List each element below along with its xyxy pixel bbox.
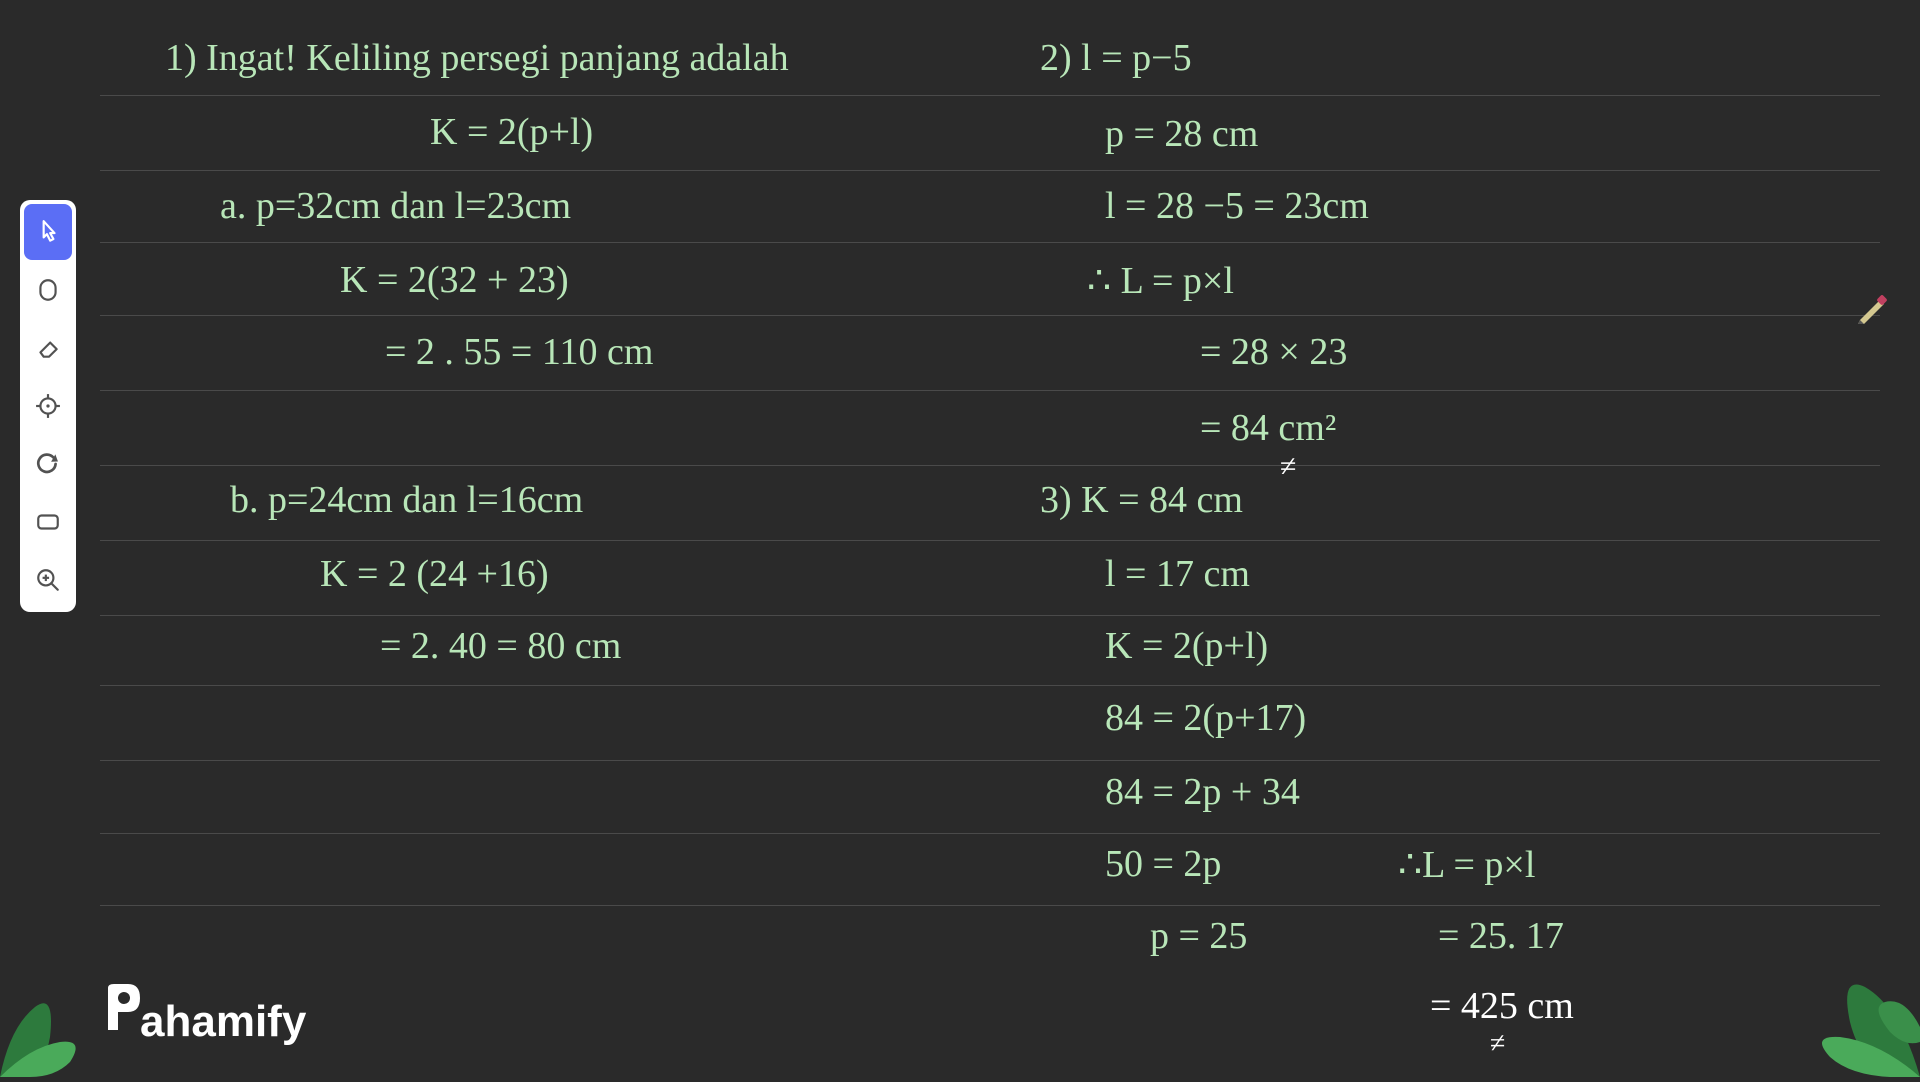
eraser-tool[interactable] [24, 320, 72, 376]
rectangle-icon [35, 509, 61, 535]
leaf-decoration-bottom-left [0, 967, 90, 1077]
p3-step3: 50 = 2p [1105, 842, 1221, 886]
undo-tool[interactable] [24, 436, 72, 492]
p1b-step1: K = 2 (24 +16) [320, 552, 549, 596]
p3-formula: K = 2(p+l) [1105, 624, 1268, 668]
p3-area-step2: = 425 cm [1430, 984, 1574, 1028]
p2-step2: = 84 cm² [1200, 406, 1336, 450]
p3-step4: p = 25 [1150, 914, 1247, 958]
pointer-icon [35, 219, 61, 245]
pahamify-watermark: ahamify [100, 980, 306, 1047]
p1a-given: a. p=32cm dan l=23cm [220, 184, 571, 228]
pen-tool[interactable] [24, 262, 72, 318]
target-icon [35, 393, 61, 419]
p2-header: 2) l = p−5 [1040, 36, 1192, 80]
p3-area-label: ∴L = p×l [1398, 842, 1535, 887]
tool-palette [20, 200, 76, 612]
pointer-tool[interactable] [24, 204, 72, 260]
p1-formula: K = 2(p+l) [430, 110, 593, 154]
p1b-step2: = 2. 40 = 80 cm [380, 624, 621, 668]
p3-step2: 84 = 2p + 34 [1105, 770, 1300, 814]
p2-formula: ∴ L = p×l [1087, 258, 1234, 303]
watermark-text: ahamify [140, 997, 306, 1047]
p3-mark: ≠ [1490, 1028, 1505, 1060]
whiteboard-canvas[interactable]: 1) Ingat! Keliling persegi panjang adala… [0, 0, 1920, 1077]
leaf-decoration-bottom-right [1790, 947, 1920, 1077]
p3-lval: l = 17 cm [1105, 552, 1250, 596]
zoom-tool[interactable] [24, 552, 72, 608]
p2-step1: = 28 × 23 [1200, 330, 1347, 374]
undo-icon [35, 451, 61, 477]
rectangle-tool[interactable] [24, 494, 72, 550]
p2-pval: p = 28 cm [1105, 112, 1258, 156]
handwritten-content: 1) Ingat! Keliling persegi panjang adala… [0, 0, 1920, 1077]
p1a-step2: = 2 . 55 = 110 cm [385, 330, 653, 374]
p2-mark: ≠ [1280, 450, 1296, 484]
p2-lval: l = 28 −5 = 23cm [1105, 184, 1369, 228]
p3-area-step1: = 25. 17 [1438, 914, 1564, 958]
p3-step1: 84 = 2(p+17) [1105, 696, 1306, 740]
p1a-step1: K = 2(32 + 23) [340, 258, 569, 302]
zoom-in-icon [35, 567, 61, 593]
pen-icon [35, 277, 61, 303]
p3-header: 3) K = 84 cm [1040, 478, 1243, 522]
target-tool[interactable] [24, 378, 72, 434]
pen-indicator-icon [1854, 290, 1890, 331]
eraser-icon [35, 335, 61, 361]
p1b-given: b. p=24cm dan l=16cm [230, 478, 583, 522]
p1-header: 1) Ingat! Keliling persegi panjang adala… [165, 36, 789, 80]
